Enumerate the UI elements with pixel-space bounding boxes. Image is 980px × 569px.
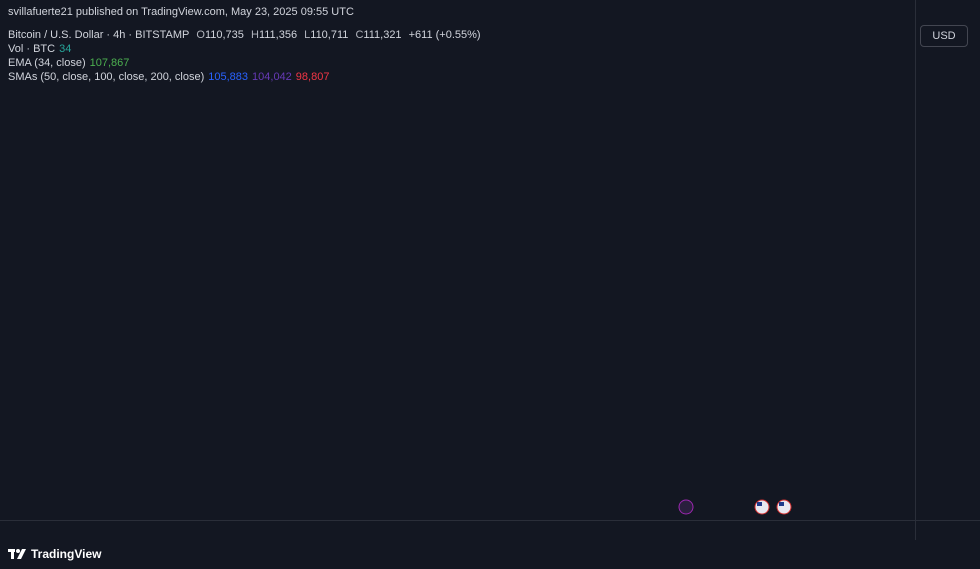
flag-canton: [779, 502, 784, 506]
indicator-name: SMAs (50, close, 100, close, 200, close): [8, 71, 205, 83]
indicator-value: 104,042: [252, 71, 292, 83]
event-icons: [678, 499, 792, 515]
indicator-value: 105,883: [208, 71, 249, 83]
symbol: Bitcoin / U.S. Dollar · 4h · BITSTAMP: [8, 29, 190, 41]
symbol-legend: Bitcoin / U.S. Dollar · 4h · BITSTAMP O1…: [8, 29, 485, 41]
currency-button[interactable]: USD: [920, 25, 968, 47]
volume-value: 34: [59, 43, 72, 55]
publisher: svillafuerte21 published on TradingView.…: [8, 6, 354, 18]
ohlc-key: O: [196, 29, 205, 41]
ema-legend: EMA (34, close) 107,867: [8, 57, 133, 69]
volume-legend: Vol · BTC 34: [8, 43, 75, 55]
indicator-name: EMA (34, close): [8, 57, 86, 69]
ohlc-key: L: [304, 29, 311, 41]
indicator-value: 107,867: [89, 57, 130, 69]
change: +611 (+0.55%): [408, 29, 481, 41]
brand: TradingView: [31, 547, 102, 561]
ohlc-value: 110,711: [310, 29, 349, 41]
indicator-value: 98,807: [295, 71, 330, 83]
ohlc-key: C: [355, 29, 364, 41]
publisher-line: svillafuerte21 published on TradingView.…: [8, 6, 358, 18]
ohlc-value: 110,735: [204, 29, 244, 41]
ohlc-value: 111,321: [363, 29, 402, 41]
ohlc-key: H: [250, 29, 259, 41]
footer: TradingView: [8, 547, 101, 561]
sma-legend: SMAs (50, close, 100, close, 200, close)…: [8, 71, 333, 83]
volume-label: Vol · BTC: [8, 43, 56, 55]
logo: [8, 549, 26, 559]
ohlc-value: 111,356: [258, 29, 298, 41]
event-icon: [678, 499, 694, 515]
flag-canton: [757, 502, 762, 506]
